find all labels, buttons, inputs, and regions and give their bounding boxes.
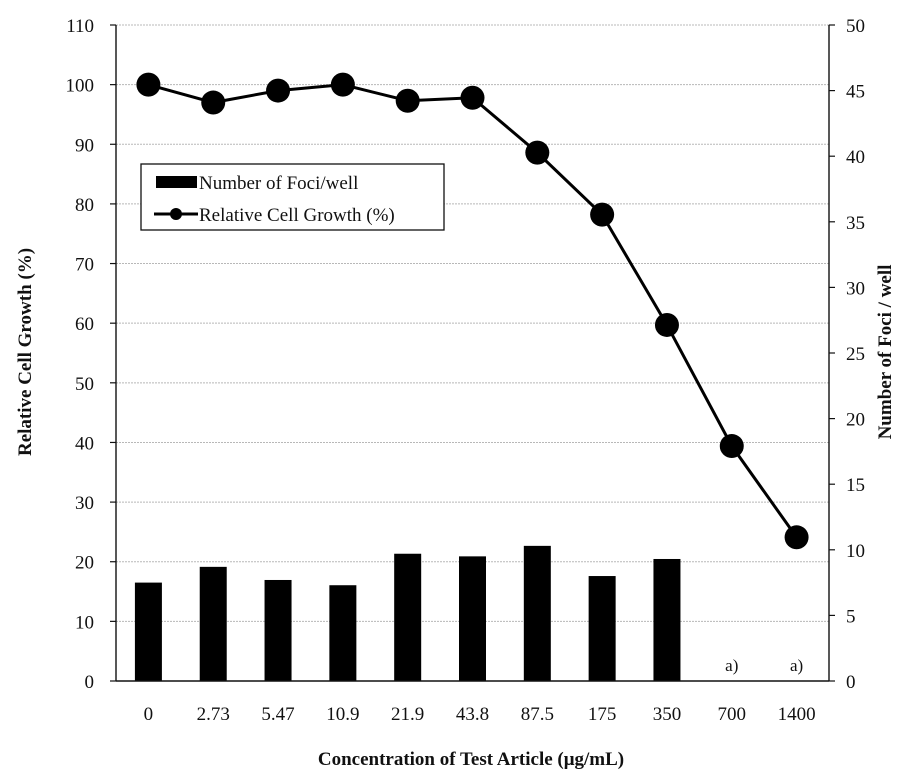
y-tick-label: 100 (66, 76, 95, 97)
y2-tick-label: 30 (846, 278, 865, 299)
legend-label-growth: Relative Cell Growth (%) (199, 205, 395, 226)
legend-bar-swatch (156, 176, 197, 188)
y2-tick-label: 15 (846, 475, 865, 496)
y-tick-label: 70 (75, 255, 94, 276)
bar (523, 545, 551, 681)
y2-tick-label: 50 (846, 16, 865, 37)
bar (459, 556, 486, 681)
gridlines (116, 24, 829, 622)
y-axis-title: Relative Cell Growth (%) (15, 248, 36, 456)
x-tick-label: 1400 (778, 704, 816, 725)
y-tick-label: 20 (75, 553, 94, 574)
growth-point (460, 85, 485, 110)
x-tick-label: 5.47 (261, 704, 294, 725)
x-tick-label: 43.8 (456, 704, 489, 725)
bar (394, 553, 422, 681)
growth-point (784, 525, 809, 550)
x-tick-label: 175 (588, 704, 617, 725)
growth-point (266, 78, 291, 103)
y-tick-label: 0 (85, 672, 95, 693)
growth-point (201, 90, 226, 115)
y-tick-label: 30 (75, 493, 94, 514)
growth-point (654, 312, 679, 337)
y-tick-label: 40 (75, 433, 94, 454)
y-tick-label: 80 (75, 195, 94, 216)
growth-point (136, 72, 161, 97)
y2-tick-label: 5 (846, 606, 856, 627)
growth-point (395, 88, 420, 113)
bar-series-foci (134, 545, 681, 681)
bar (264, 579, 292, 681)
bar (588, 576, 616, 681)
x-axis-title: Concentration of Test Article (μg/mL) (318, 749, 624, 770)
y2-axis-title: Number of Foci / well (875, 265, 896, 440)
growth-point (330, 72, 355, 97)
x-tick-label: 10.9 (326, 704, 359, 725)
growth-point (590, 202, 615, 227)
bar (653, 558, 681, 681)
growth-line (148, 83, 798, 539)
x-tick-label: 21.9 (391, 704, 424, 725)
x-tick-label: 87.5 (521, 704, 554, 725)
bar (134, 582, 162, 681)
y-tick-label: 50 (75, 374, 94, 395)
y2-tick-label: 0 (846, 672, 856, 693)
growth-point (525, 140, 550, 165)
line-series-cell-growth (136, 72, 809, 550)
annotations: a) a) (725, 656, 803, 675)
annotation-label: a) (790, 656, 803, 675)
x-tick-label: 350 (653, 704, 682, 725)
right-axis-ticks: 0 5 10 15 20 25 30 35 40 45 50 (829, 16, 865, 693)
growth-point (719, 434, 744, 459)
y2-tick-label: 40 (846, 147, 865, 168)
bar (329, 585, 357, 681)
y-tick-label: 60 (75, 314, 94, 335)
annotation-label: a) (725, 656, 738, 675)
y2-tick-label: 20 (846, 410, 865, 431)
bar (199, 566, 227, 681)
x-tick-label: 700 (718, 704, 747, 725)
y2-tick-label: 25 (846, 344, 865, 365)
y2-tick-label: 10 (846, 541, 865, 562)
legend-label-foci: Number of Foci/well (199, 173, 358, 194)
x-tick-label: 0 (144, 704, 154, 725)
legend-marker-swatch (170, 208, 182, 220)
x-tick-label: 2.73 (197, 704, 230, 725)
left-axis-ticks: 0 10 20 30 40 50 60 70 80 90 100 110 (66, 16, 116, 693)
y-tick-label: 90 (75, 135, 94, 156)
y2-tick-label: 35 (846, 213, 865, 234)
legend: Number of Foci/well Relative Cell Growth… (140, 163, 445, 231)
y-tick-label: 10 (75, 612, 94, 633)
x-axis-ticks: 0 2.73 5.47 10.9 21.9 43.8 87.5 175 350 700 1400 (144, 704, 816, 725)
y-tick-label: 110 (66, 16, 94, 37)
y2-tick-label: 45 (846, 82, 865, 103)
legend-box (140, 163, 445, 231)
